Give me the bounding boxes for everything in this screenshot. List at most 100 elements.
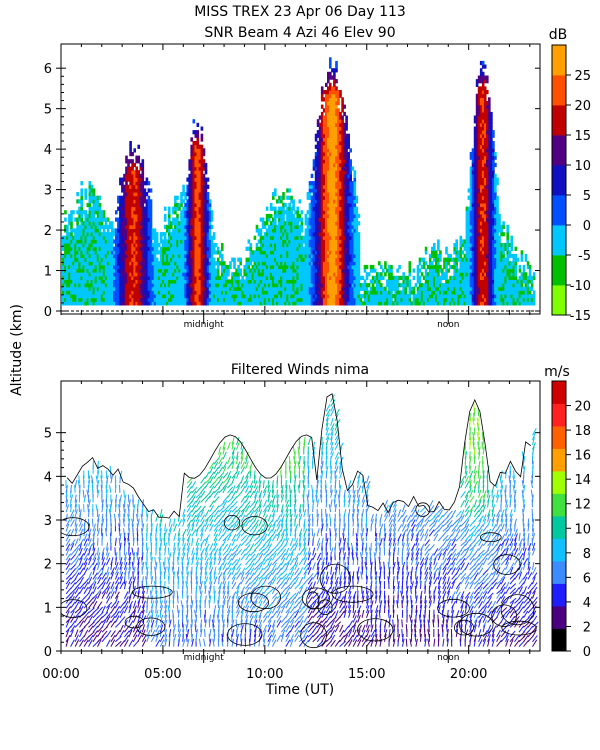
snr-cell	[269, 257, 273, 262]
snr-cell	[375, 297, 379, 302]
snr-cell	[469, 301, 473, 306]
snr-cell	[341, 162, 344, 168]
snr-cell	[341, 108, 344, 113]
snr-cell	[135, 159, 138, 164]
snr-cell	[345, 133, 348, 138]
snr-cell	[129, 202, 132, 208]
snr-cell	[123, 232, 126, 237]
snr-cell	[304, 275, 308, 280]
snr-cell	[327, 235, 330, 240]
snr-cell	[70, 297, 73, 302]
snr-cell	[82, 224, 85, 229]
snr-cell	[322, 279, 326, 284]
snr-cell	[204, 283, 208, 288]
snr-cell	[153, 235, 157, 240]
snr-cell	[196, 133, 200, 138]
snr-cell	[286, 243, 289, 248]
snr-cell	[384, 297, 387, 302]
snr-cell	[182, 261, 185, 266]
snr-cell	[98, 228, 102, 233]
snr-cell	[123, 224, 126, 229]
snr-cell	[147, 213, 151, 219]
snr-cell	[469, 210, 473, 215]
snr-cell	[110, 290, 114, 295]
snr-cell	[233, 290, 236, 295]
snr-cell	[108, 294, 112, 299]
snr-cell	[339, 155, 342, 160]
snr-cell	[375, 275, 379, 280]
snr-cell	[455, 253, 458, 259]
snr-cell	[355, 250, 359, 255]
snr-cell	[304, 235, 308, 240]
snr-cell	[235, 301, 238, 306]
snr-cell	[282, 272, 285, 277]
snr-cell	[243, 290, 246, 295]
snr-cell	[320, 272, 324, 277]
snr-cell	[353, 177, 357, 182]
snr-cell	[192, 294, 196, 299]
snr-cell	[263, 275, 267, 280]
snr-cell	[104, 261, 108, 266]
snr-cell	[347, 261, 350, 266]
snr-cell	[108, 301, 112, 306]
snr-cell	[284, 228, 287, 233]
snr-cell	[78, 239, 81, 244]
snr-cell	[386, 283, 389, 288]
snr-cell	[190, 272, 193, 277]
snr-cell	[355, 224, 359, 229]
snr-cell	[269, 261, 273, 266]
snr-cell	[66, 257, 69, 262]
snr-cell	[64, 217, 67, 222]
snr-cell	[463, 253, 467, 259]
snr-cell	[204, 166, 208, 171]
snr-cell	[221, 294, 224, 299]
snr-cell	[318, 202, 322, 208]
snr-cell	[223, 290, 226, 295]
snr-cell	[70, 239, 73, 244]
snr-cell	[469, 290, 473, 295]
snr-cell	[296, 297, 299, 302]
snr-cell	[129, 279, 132, 284]
snr-cell	[310, 275, 314, 280]
snr-cell	[312, 166, 316, 171]
snr-cell	[92, 239, 96, 244]
snr-cell	[188, 181, 191, 186]
snr-cell	[102, 217, 106, 222]
snr-cell	[347, 232, 350, 237]
snr-cell	[335, 90, 338, 95]
snr-cell	[94, 283, 98, 288]
snr-cell	[176, 213, 179, 219]
snr-cell	[168, 221, 171, 226]
snr-cell	[453, 250, 456, 255]
snr-cell	[104, 279, 108, 284]
snr-cell	[263, 268, 267, 273]
snr-cell	[461, 268, 465, 273]
snr-cell	[135, 173, 138, 178]
snr-cell	[318, 148, 322, 153]
snr-cell	[337, 184, 340, 189]
snr-cell	[94, 294, 98, 299]
snr-cell	[349, 173, 352, 178]
snr-cell	[96, 275, 100, 280]
snr-cell	[314, 261, 318, 266]
snr-cell	[74, 250, 77, 255]
snr-cell	[325, 297, 328, 302]
snr-cell	[78, 261, 81, 266]
snr-cell	[190, 283, 193, 288]
snr-cell	[294, 232, 297, 237]
snr-cell	[151, 257, 155, 262]
snr-cell	[182, 213, 185, 219]
snr-cell	[190, 250, 193, 255]
snr-cell	[276, 290, 279, 295]
snr-cell	[219, 283, 222, 288]
snr-cell	[296, 272, 299, 277]
snr-cell	[174, 232, 177, 237]
snr-cell	[337, 90, 340, 95]
snr-cell	[453, 279, 456, 284]
snr-cell	[163, 283, 167, 288]
snr-cell	[318, 162, 322, 168]
snr-cell	[113, 253, 116, 259]
snr-cell	[178, 250, 181, 255]
snr-cell	[153, 261, 157, 266]
snr-cell	[96, 199, 100, 204]
